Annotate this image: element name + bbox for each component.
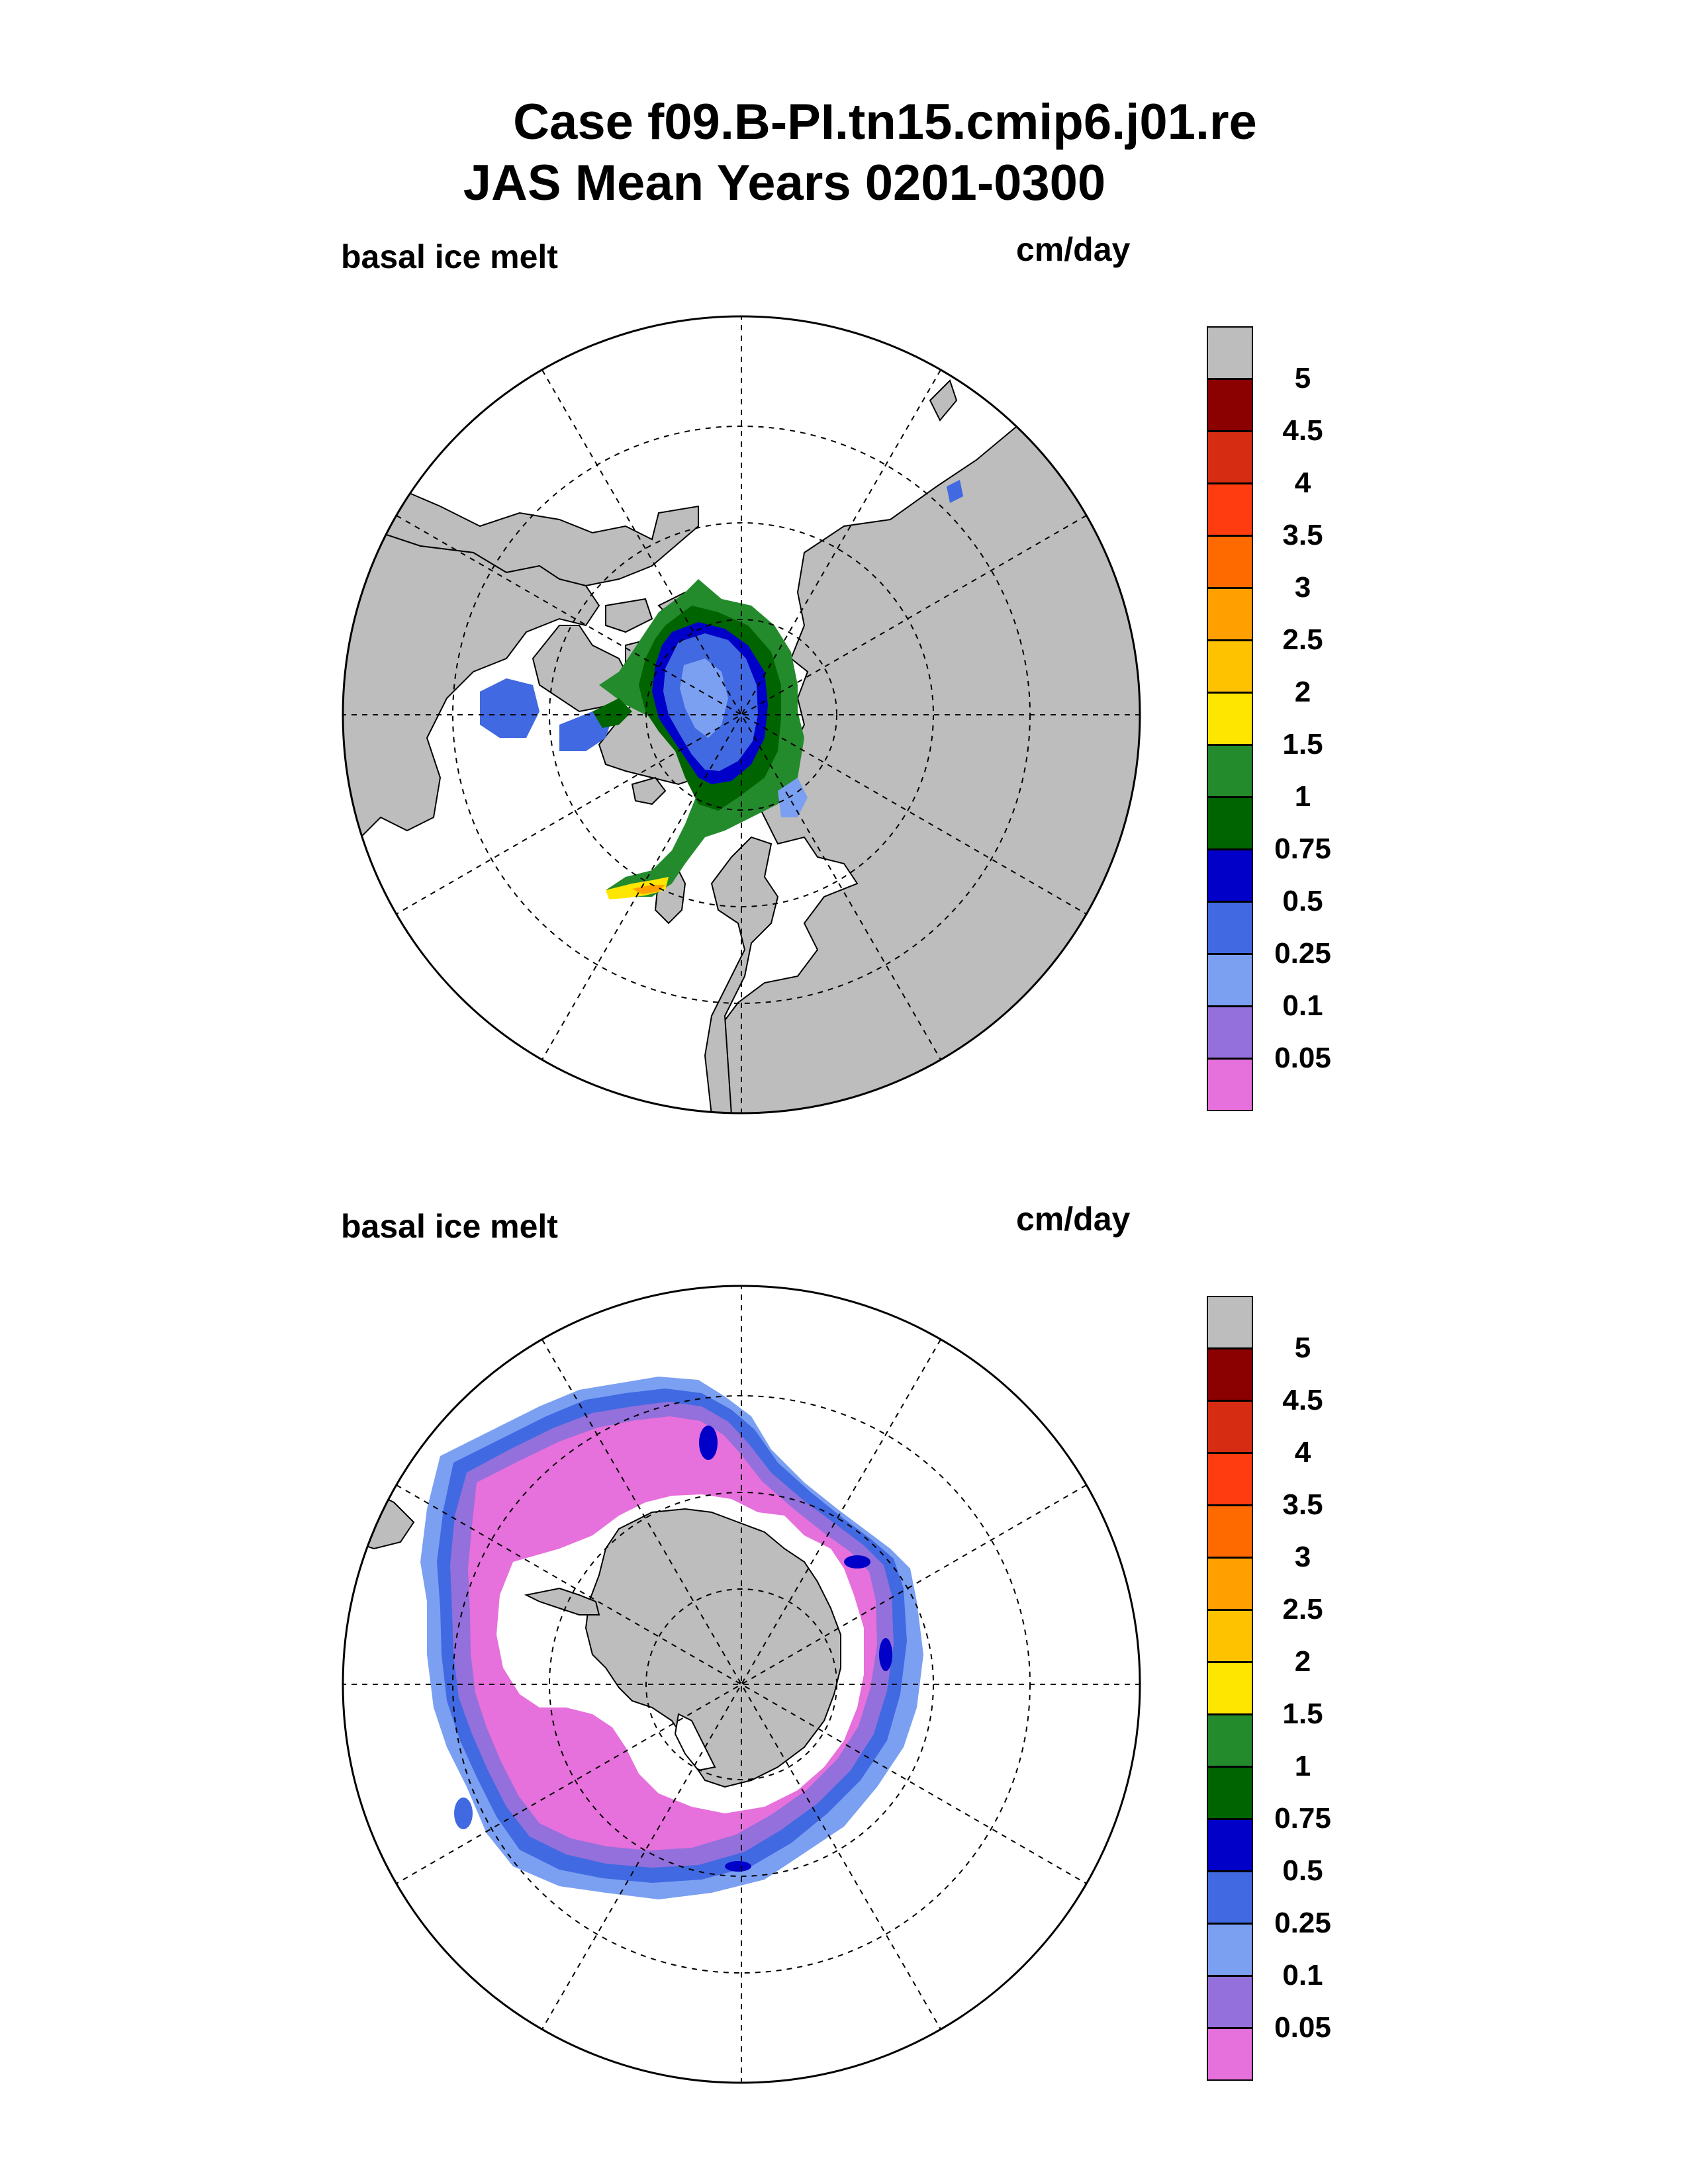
south-colorbar-swatch [1207,1871,1253,1924]
north-colorbar-swatch [1207,379,1253,432]
north-colorbar-swatch [1207,954,1253,1007]
north-colorbar-label: 0.25 [1274,937,1331,970]
south-land [524,1508,841,1788]
north-colorbar-label: 0.5 [1282,885,1323,917]
north-colorbar-label: 4.5 [1282,414,1323,447]
south-colorbar-label: 2 [1294,1645,1311,1678]
south-colorbar-swatch [1207,1505,1253,1558]
north-variable-label: basal ice melt [341,238,558,275]
north-colorbar-swatch [1207,640,1253,693]
figure-title-line2: JAS Mean Years 0201-0300 [463,155,1106,211]
south-colorbar-label: 0.1 [1282,1959,1323,1991]
north-colorbar-swatch [1207,901,1253,954]
south-colorbar-label: 4.5 [1282,1384,1323,1416]
north-colorbar-swatch [1207,535,1253,588]
south-colorbar-label: 0.25 [1274,1907,1331,1939]
north-colorbar-swatch [1207,1006,1253,1059]
north-colorbar-label: 0.1 [1282,989,1323,1022]
south-colorbar-label: 1 [1294,1750,1311,1782]
south-colorbar-label: 3.5 [1282,1488,1323,1521]
south-graticule [343,1286,1140,2083]
south-colorbar-swatch [1207,1976,1253,2028]
south-colorbar-swatch [1207,1819,1253,1872]
north-colorbar-swatch [1207,483,1253,536]
south-colorbar-label: 0.75 [1274,1802,1331,1835]
south-colorbar-swatch [1207,1400,1253,1453]
north-colorbar-label: 2.5 [1282,623,1323,656]
north-colorbar-label: 1.5 [1282,728,1323,760]
south-colorbar: 5 4.5 4 3.5 3 2.5 2 1.5 1 0.75 0.5 0.25 0.1 0.05 [1207,1296,1331,2081]
south-units-label: cm/day [1016,1201,1131,1238]
north-colorbar-swatch [1207,1058,1253,1111]
north-colorbar-label: 3.5 [1282,519,1323,551]
south-colorbar-label: 0.5 [1282,1854,1323,1887]
south-colorbar-swatch [1207,1296,1253,1349]
south-map-border [342,1285,1141,2084]
south-colorbar-swatch [1207,1453,1253,1506]
north-colorbar-swatch [1207,588,1253,641]
north-colorbar: 5 4.5 4 3.5 3 2.5 2 1.5 1 0.75 0.5 0.25 0.1 0.05 [1207,326,1331,1111]
north-colorbar-swatch [1207,326,1253,379]
north-colorbar-label: 4 [1294,467,1311,499]
north-colorbar-swatch [1207,797,1253,850]
south-colorbar-swatch [1207,1766,1253,1819]
south-colorbar-swatch [1207,1923,1253,1976]
figure-title-line1: Case f09.B-PI.tn15.cmip6.j01.re [513,94,1257,150]
south-variable-label: basal ice melt [341,1208,558,1245]
north-units-label: cm/day [1016,231,1131,268]
north-colorbar-label: 0.05 [1274,1042,1331,1074]
north-colorbar-label: 2 [1294,676,1311,708]
south-colorbar-swatch [1207,1610,1253,1662]
south-polar-map [342,1285,1141,2084]
north-colorbar-label: 1 [1294,780,1311,813]
south-colorbar-swatch [1207,2028,1253,2081]
north-colorbar-label: 3 [1294,571,1311,604]
south-colorbar-swatch [1207,1714,1253,1767]
south-colorbar-label: 1.5 [1282,1698,1323,1730]
north-colorbar-swatch [1207,692,1253,745]
north-polar-map [342,315,1141,1115]
south-colorbar-label: 0.05 [1274,2011,1331,2044]
north-colorbar-swatch [1207,431,1253,484]
north-colorbar-swatch [1207,745,1253,797]
south-colorbar-swatch [1207,1557,1253,1610]
south-colorbar-label: 4 [1294,1436,1311,1469]
north-graticule [343,316,1140,1113]
north-melt-field [480,480,963,899]
south-colorbar-swatch [1207,1348,1253,1401]
south-colorbar-swatch [1207,1662,1253,1715]
north-colorbar-label: 0.75 [1274,833,1331,865]
north-colorbar-label: 5 [1294,362,1311,394]
north-colorbar-swatch [1207,849,1253,902]
north-map-border [342,315,1141,1115]
south-colorbar-label: 3 [1294,1541,1311,1573]
south-colorbar-label: 2.5 [1282,1593,1323,1625]
south-colorbar-label: 5 [1294,1332,1311,1364]
